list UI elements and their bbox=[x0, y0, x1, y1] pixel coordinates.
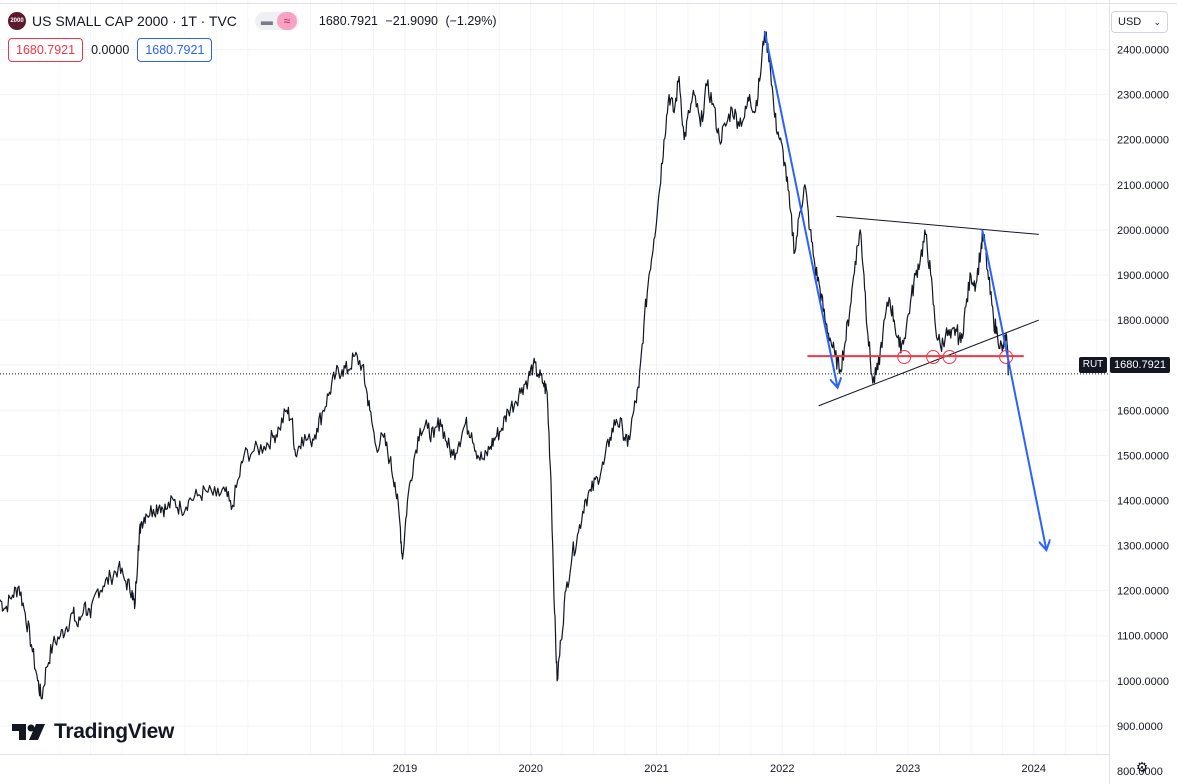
price-tick-label: 1300.0000 bbox=[1117, 541, 1169, 553]
wave-icon[interactable]: ≈ bbox=[276, 12, 297, 30]
tradingview-icon bbox=[12, 724, 45, 740]
price-tick-label: 1200.0000 bbox=[1117, 586, 1169, 598]
sell-price-box[interactable]: 1680.7921 bbox=[8, 38, 84, 62]
price-tick-label: 800.0000 bbox=[1117, 766, 1163, 778]
buy-price-box[interactable]: 1680.7921 bbox=[137, 38, 213, 62]
price-tick-label: 2300.0000 bbox=[1117, 90, 1169, 102]
legend-buttons: ▬ ≈ bbox=[254, 12, 299, 30]
minus-icon[interactable]: ▬ bbox=[260, 14, 273, 28]
symbol-price-label: RUT bbox=[1079, 357, 1107, 373]
price-tick-label: 1800.0000 bbox=[1117, 315, 1169, 327]
touch-point-circle bbox=[942, 350, 957, 365]
time-axis-border bbox=[0, 754, 1110, 755]
price-tick-label: 1100.0000 bbox=[1117, 631, 1168, 643]
chevron-down-icon: ⌄ bbox=[1153, 16, 1161, 27]
symbol-logo: 2000 bbox=[8, 12, 26, 30]
currency-select[interactable]: USD ⌄ bbox=[1111, 11, 1168, 33]
currency-label: USD bbox=[1118, 16, 1142, 28]
trade-price-boxes: 1680.7921 0.0000 1680.7921 bbox=[8, 38, 213, 62]
last-price-label: 1680.7921 bbox=[1110, 357, 1170, 373]
price-tick-label: 2400.0000 bbox=[1117, 45, 1169, 57]
tradingview-logo[interactable]: TradingView bbox=[12, 720, 174, 744]
trend-line bbox=[836, 215, 1039, 235]
time-tick-label: 2022 bbox=[770, 763, 794, 775]
price-tick-label: 1400.0000 bbox=[1117, 495, 1169, 507]
trend-line bbox=[818, 319, 1040, 407]
touch-point-circle bbox=[926, 350, 941, 365]
time-tick-label: 2019 bbox=[393, 763, 417, 775]
price-tick-label: 1000.0000 bbox=[1117, 676, 1169, 688]
change-value: −21.9090 bbox=[385, 14, 438, 28]
spread-value: 0.0000 bbox=[91, 43, 130, 57]
price-tick-label: 2000.0000 bbox=[1117, 225, 1169, 237]
symbol-title[interactable]: US SMALL CAP 2000 · 1T · TVC bbox=[32, 13, 237, 29]
tradingview-wordmark: TradingView bbox=[54, 720, 175, 743]
time-tick-label: 2023 bbox=[896, 763, 920, 775]
price-tick-label: 2100.0000 bbox=[1117, 180, 1169, 192]
touch-point-circle bbox=[897, 350, 912, 365]
last-value: 1680.7921 bbox=[318, 14, 378, 28]
price-tick-label: 900.0000 bbox=[1117, 721, 1163, 733]
price-series-line bbox=[0, 30, 1010, 700]
change-percent: (−1.29%) bbox=[445, 14, 497, 28]
time-tick-label: 2020 bbox=[518, 763, 542, 775]
price-tick-label: 2200.0000 bbox=[1117, 135, 1169, 147]
gear-icon[interactable]: ⚙ bbox=[1135, 758, 1149, 775]
time-tick-label: 2024 bbox=[1022, 763, 1046, 775]
ohlc-values: 1680.7921 −21.9090 (−1.29%) bbox=[319, 14, 501, 28]
grid-lines bbox=[0, 0, 1108, 754]
projection-arrow bbox=[981, 229, 1046, 550]
price-tick-label: 1600.0000 bbox=[1117, 405, 1169, 417]
price-tick-label: 1900.0000 bbox=[1117, 270, 1169, 282]
time-tick-label: 2021 bbox=[644, 763, 668, 775]
projection-arrow bbox=[763, 31, 838, 387]
chart-header: 2000 US SMALL CAP 2000 · 1T · TVC ▬ ≈ 16… bbox=[8, 8, 501, 34]
price-tick-label: 1500.0000 bbox=[1117, 450, 1169, 462]
